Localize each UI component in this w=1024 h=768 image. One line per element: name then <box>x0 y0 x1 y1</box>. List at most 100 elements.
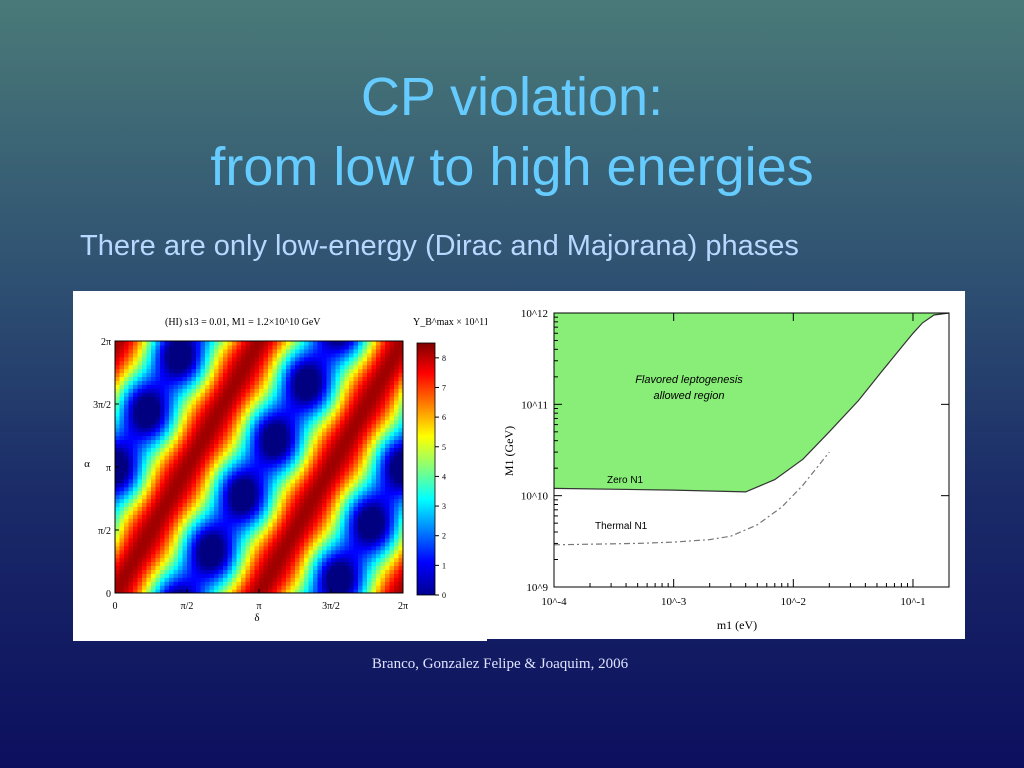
heatmap-cell <box>133 474 139 480</box>
heatmap-cell <box>277 356 283 362</box>
heatmap-cell <box>182 360 188 366</box>
heatmap-cell <box>380 356 386 362</box>
heatmap-cell <box>232 545 238 551</box>
heatmap-cell <box>308 498 314 504</box>
heatmap-cell <box>362 565 368 570</box>
heatmap-cell <box>317 585 323 590</box>
heatmap-cell <box>232 435 238 441</box>
heatmap-cell <box>182 423 188 429</box>
heatmap-cell <box>173 384 179 389</box>
heatmap-cell <box>277 341 283 346</box>
heatmap-cell <box>151 356 157 362</box>
heatmap-cell <box>245 569 251 574</box>
heatmap-cell <box>209 348 215 354</box>
heatmap-cell <box>214 344 220 350</box>
heatmap-cell <box>313 581 319 586</box>
heatmap-cell <box>160 498 166 504</box>
heatmap-cell <box>151 423 157 429</box>
heatmap-cell <box>236 549 242 555</box>
heatmap-cell <box>164 372 170 378</box>
heatmap-cell <box>137 384 143 389</box>
heatmap-cell <box>389 569 395 574</box>
heatmap-cell <box>245 506 251 511</box>
heatmap-cell <box>259 577 265 582</box>
heatmap-cell <box>187 557 193 563</box>
heatmap-cell <box>331 439 337 444</box>
heatmap-cell <box>286 510 292 515</box>
heatmap-cell <box>353 407 359 413</box>
heatmap-cell <box>304 541 310 547</box>
heatmap-cell <box>385 541 391 547</box>
heatmap-cell <box>205 431 211 437</box>
heatmap-cell <box>128 569 134 574</box>
heatmap-cell <box>223 577 229 582</box>
heatmap-cell <box>245 419 251 425</box>
heatmap-cell <box>394 502 400 507</box>
heatmap-cell <box>236 573 242 578</box>
heatmap-cell <box>196 404 202 409</box>
heatmap-cell <box>245 498 251 504</box>
heatmap-cell <box>317 392 323 397</box>
heatmap-cell <box>169 384 175 389</box>
heatmap-cell <box>304 549 310 555</box>
heatmap-cell <box>308 443 314 448</box>
heatmap-cell <box>155 368 161 374</box>
heatmap-cell <box>155 459 161 464</box>
heatmap-cell <box>115 392 121 397</box>
heatmap-cell <box>133 400 139 405</box>
heatmap-cell <box>335 533 341 539</box>
heatmap-cell <box>173 372 179 378</box>
heatmap-cell <box>268 569 274 574</box>
heatmap-cell <box>376 384 382 389</box>
heatmap-cell <box>169 522 175 527</box>
heatmap-cell <box>200 392 206 397</box>
heatmap-cell <box>200 364 206 370</box>
heatmap-cell <box>290 569 296 574</box>
heatmap-cell <box>142 341 148 346</box>
heatmap-cell <box>353 510 359 515</box>
heatmap-cell <box>169 518 175 523</box>
heatmap-cell <box>268 589 274 593</box>
heatmap-cell <box>182 549 188 555</box>
heatmap-cell <box>281 518 287 523</box>
heatmap-cell <box>196 392 202 397</box>
heatmap-cell <box>344 577 350 582</box>
heatmap-cell <box>151 439 157 444</box>
heatmap-cell <box>164 581 170 586</box>
heatmap-cell <box>371 352 377 358</box>
heatmap-cell <box>191 589 197 593</box>
heatmap-cell <box>232 431 238 437</box>
heatmap-cell <box>380 585 386 590</box>
heatmap-cell <box>367 376 373 381</box>
heatmap-cell <box>151 474 157 480</box>
heatmap-cell <box>358 494 364 500</box>
heatmap-cell <box>322 557 328 563</box>
heatmap-cell <box>290 419 296 425</box>
heatmap-cell <box>335 557 341 563</box>
heatmap-cell <box>200 396 206 401</box>
heatmap-cell <box>142 427 148 433</box>
heatmap-cell <box>218 478 224 484</box>
heatmap-cell <box>128 415 134 421</box>
heatmap-cell <box>389 585 395 590</box>
heatmap-cell <box>268 565 274 570</box>
heatmap-cell <box>128 348 134 354</box>
heatmap-cell <box>277 518 283 523</box>
heatmap-cell <box>304 470 310 476</box>
heatmap-cell <box>142 545 148 551</box>
heatmap-cell <box>322 530 328 535</box>
heatmap-cell <box>299 411 305 417</box>
heatmap-cell <box>394 549 400 555</box>
heatmap-cell <box>290 486 296 492</box>
heatmap-cell <box>254 427 260 433</box>
heatmap-cell <box>313 561 319 567</box>
heatmap-cell <box>155 423 161 429</box>
heatmap-cell <box>200 431 206 437</box>
heatmap-cell <box>218 415 224 421</box>
heatmap-cell <box>128 581 134 586</box>
heatmap-cell <box>394 455 400 460</box>
heatmap-cell <box>299 573 305 578</box>
heatmap-cell <box>322 470 328 476</box>
heatmap-cell <box>133 526 139 531</box>
heatmap-cell <box>259 482 265 488</box>
